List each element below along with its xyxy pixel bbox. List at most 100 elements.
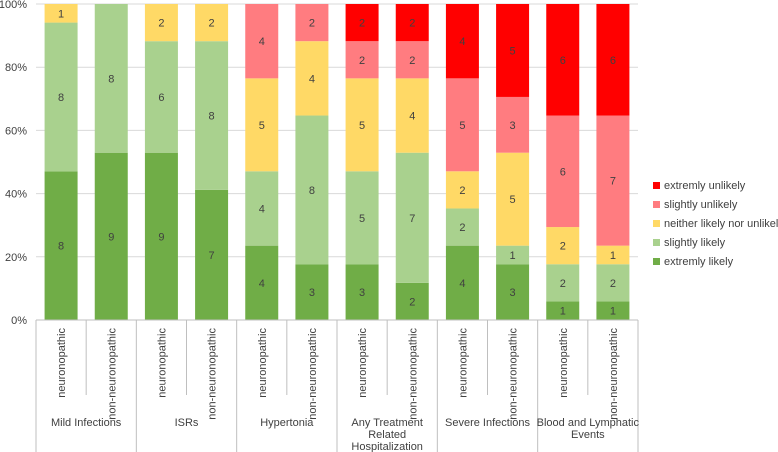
bar-segment bbox=[395, 41, 429, 79]
data-label: 8 bbox=[209, 111, 215, 123]
bar-segment bbox=[295, 4, 329, 42]
legend-swatch bbox=[653, 201, 660, 208]
data-label: 3 bbox=[510, 120, 516, 132]
data-label: 1 bbox=[610, 306, 616, 318]
data-label: 4 bbox=[459, 278, 465, 290]
bar-segment bbox=[546, 264, 580, 302]
data-label: 1 bbox=[610, 250, 616, 262]
data-label: 5 bbox=[259, 120, 265, 132]
data-label: 6 bbox=[560, 55, 566, 67]
bar-segment bbox=[295, 264, 329, 320]
bar-segment bbox=[596, 245, 630, 265]
data-label: 1 bbox=[510, 250, 516, 262]
bar-segment bbox=[445, 245, 479, 320]
data-label: 6 bbox=[560, 166, 566, 178]
data-label: 5 bbox=[359, 120, 365, 132]
data-label: 8 bbox=[58, 92, 64, 104]
data-label: 7 bbox=[209, 250, 215, 262]
legend-swatch bbox=[653, 239, 660, 246]
bar-segment bbox=[546, 227, 580, 265]
data-label: 5 bbox=[359, 213, 365, 225]
legend-label: slightly unlikely bbox=[664, 199, 738, 211]
bar-segment bbox=[245, 78, 279, 172]
group-label: Mild Infections bbox=[51, 417, 122, 429]
data-label: 2 bbox=[560, 241, 566, 253]
y-tick-label: 0% bbox=[11, 315, 27, 327]
data-label: 9 bbox=[108, 231, 114, 243]
bar-segment bbox=[596, 115, 630, 246]
data-label: 2 bbox=[459, 222, 465, 234]
bar-segment bbox=[44, 171, 78, 320]
category-label: non-neuronopathic bbox=[608, 328, 620, 420]
data-label: 4 bbox=[259, 278, 265, 290]
data-label: 8 bbox=[309, 185, 315, 197]
data-label: 1 bbox=[58, 8, 64, 20]
data-label: 2 bbox=[209, 18, 215, 30]
bar-segment bbox=[496, 245, 530, 265]
legend-swatch bbox=[653, 258, 660, 265]
bar-segment bbox=[395, 78, 429, 153]
bar-segment bbox=[195, 41, 229, 190]
data-label: 2 bbox=[309, 18, 315, 30]
y-tick-label: 60% bbox=[5, 125, 27, 137]
bar-segment bbox=[144, 152, 178, 320]
data-label: 3 bbox=[510, 287, 516, 299]
group-label: Any Treatment Related Hospitalization bbox=[351, 417, 423, 452]
category-label: neuronopathic bbox=[56, 328, 68, 398]
data-label: 3 bbox=[359, 287, 365, 299]
category-label: non-neuronopathic bbox=[207, 328, 219, 420]
data-label: 2 bbox=[610, 278, 616, 290]
y-tick-label: 40% bbox=[5, 189, 27, 201]
bar-segment bbox=[445, 208, 479, 246]
legend-swatch bbox=[653, 220, 660, 227]
data-label: 2 bbox=[409, 296, 415, 308]
data-label: 2 bbox=[359, 55, 365, 67]
data-label: 4 bbox=[309, 73, 315, 85]
bar-segment bbox=[546, 4, 580, 116]
bar-segment bbox=[496, 4, 530, 97]
category-label: neuronopathic bbox=[457, 328, 469, 398]
group-label: ISRs bbox=[175, 417, 199, 429]
bar-segment bbox=[445, 4, 479, 79]
bar-segment bbox=[295, 41, 329, 116]
legend-label: extremly likely bbox=[664, 256, 734, 268]
data-label: 4 bbox=[409, 111, 415, 123]
bar-segment bbox=[596, 4, 630, 116]
category-label: neuronopathic bbox=[156, 328, 168, 398]
category-label: non-neuronopathic bbox=[508, 328, 520, 420]
data-label: 4 bbox=[259, 203, 265, 215]
category-label: non-neuronopathic bbox=[407, 328, 419, 420]
bar-segment bbox=[295, 115, 329, 265]
data-label: 7 bbox=[610, 176, 616, 188]
bar-segment bbox=[195, 4, 229, 42]
bar-segment bbox=[245, 245, 279, 320]
data-label: 2 bbox=[359, 18, 365, 30]
bar-segment bbox=[496, 152, 530, 246]
bar-segment bbox=[445, 171, 479, 209]
bar-segment bbox=[496, 96, 530, 153]
data-label: 2 bbox=[409, 18, 415, 30]
bar-segment bbox=[345, 264, 379, 320]
data-label: 5 bbox=[459, 120, 465, 132]
bar-segment bbox=[445, 78, 479, 172]
bar-segment bbox=[94, 4, 128, 153]
data-label: 8 bbox=[108, 73, 114, 85]
bar-segment bbox=[345, 4, 379, 42]
bar-segment bbox=[245, 171, 279, 246]
bar-segment bbox=[345, 41, 379, 79]
data-label: 7 bbox=[409, 213, 415, 225]
bar-segment bbox=[546, 301, 580, 320]
group-label: Hypertonia bbox=[260, 417, 314, 429]
bar-segment bbox=[44, 22, 78, 172]
bar-segment bbox=[395, 4, 429, 42]
category-label: neuronopathic bbox=[558, 328, 570, 398]
data-label: 5 bbox=[510, 194, 516, 206]
category-label: non-neuronopathic bbox=[106, 328, 118, 420]
group-label: Blood and Lymphatic Events bbox=[537, 417, 640, 441]
y-tick-label: 20% bbox=[5, 252, 27, 264]
data-label: 6 bbox=[158, 92, 164, 104]
bar-segment bbox=[546, 115, 580, 228]
category-label: non-neuronopathic bbox=[307, 328, 319, 420]
group-label: Severe Infections bbox=[445, 417, 530, 429]
